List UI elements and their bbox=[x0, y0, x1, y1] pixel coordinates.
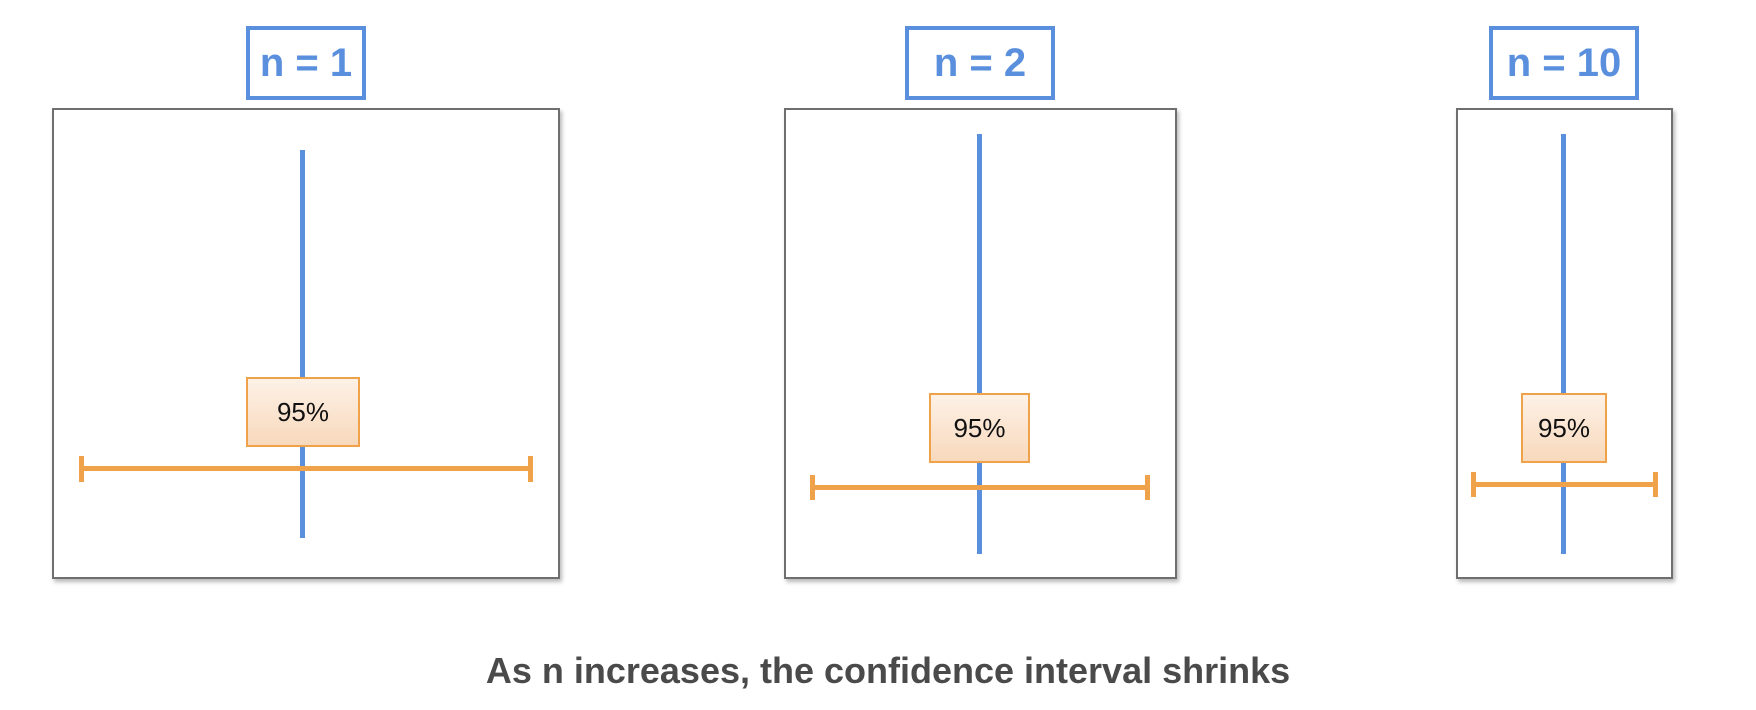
panel-3-confidence-badge: 95% bbox=[1521, 393, 1607, 463]
panel-1-mean-line bbox=[300, 150, 305, 538]
panel-2-confidence-interval bbox=[810, 485, 1148, 490]
panel-3-confidence-interval bbox=[1472, 482, 1657, 487]
panel-1-confidence-badge: 95% bbox=[246, 377, 360, 447]
panel-1-confidence-interval bbox=[80, 466, 533, 471]
caption: As n increases, the confidence interval … bbox=[485, 650, 1291, 691]
panel-1-frame bbox=[52, 108, 560, 579]
panel-3-sample-size-label: n = 10 bbox=[1489, 26, 1639, 100]
panel-2-sample-size-label: n = 2 bbox=[905, 26, 1055, 100]
panel-2-mean-line bbox=[977, 134, 982, 554]
panel-1-interval-left-cap bbox=[79, 456, 84, 482]
panel-2-interval-left-cap bbox=[810, 475, 815, 500]
panel-3-mean-line bbox=[1561, 134, 1566, 554]
panel-1-interval-right-cap bbox=[528, 456, 533, 482]
panel-2-interval-right-cap bbox=[1145, 475, 1150, 500]
panel-1-sample-size-label: n = 1 bbox=[246, 26, 366, 100]
panel-3-interval-right-cap bbox=[1653, 472, 1658, 497]
panel-3-interval-left-cap bbox=[1471, 472, 1476, 497]
panel-2-confidence-badge: 95% bbox=[929, 393, 1030, 463]
